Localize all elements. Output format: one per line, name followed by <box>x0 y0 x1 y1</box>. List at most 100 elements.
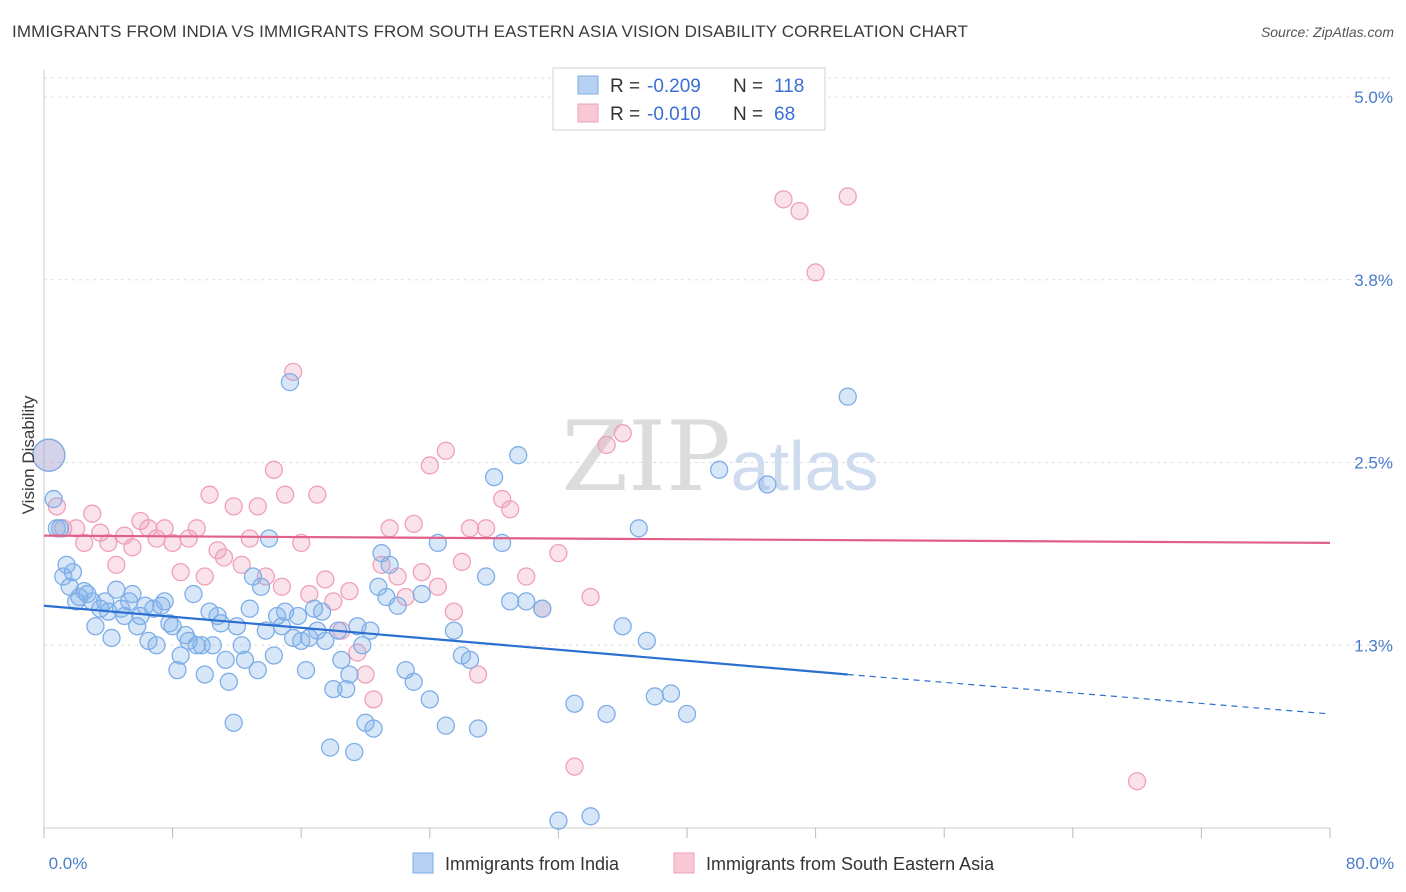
sea-point <box>806 263 825 282</box>
sea-point <box>264 460 284 479</box>
india-point <box>332 650 351 670</box>
india-point <box>484 467 504 487</box>
sea-point <box>256 567 275 586</box>
y-axis-label: Vision Disability <box>19 395 38 514</box>
india-point <box>280 372 300 392</box>
sea-point <box>790 201 809 221</box>
india-point <box>597 704 616 724</box>
india-point <box>412 584 431 604</box>
india-point <box>468 719 488 738</box>
india-point <box>128 617 147 636</box>
series-india-points <box>32 372 857 830</box>
india-point <box>517 592 536 611</box>
india-point <box>102 628 121 648</box>
india-point <box>645 687 664 706</box>
sea-point <box>444 602 464 621</box>
sea-point <box>549 543 568 563</box>
sea-point <box>214 548 234 567</box>
sea-point <box>436 441 456 460</box>
india-point <box>288 606 308 626</box>
india-point <box>86 617 105 636</box>
india-point <box>345 742 364 762</box>
india-point <box>838 387 857 406</box>
trend-line-india-extension <box>847 673 1331 715</box>
india-point <box>32 438 66 472</box>
india-point <box>123 584 142 604</box>
sea-point <box>838 187 857 206</box>
source-label: Source: ZipAtlas.com <box>1260 24 1394 40</box>
india-point <box>444 621 464 640</box>
india-point <box>613 617 632 636</box>
india-point <box>404 672 423 691</box>
india-point <box>211 614 230 633</box>
sea-point <box>75 533 94 553</box>
x-tick-label-max: 80.0% <box>1346 854 1394 873</box>
india-point <box>320 738 340 757</box>
india-point <box>549 811 568 830</box>
india-point <box>251 577 271 596</box>
india-point <box>710 460 729 479</box>
india-point <box>264 646 284 665</box>
india-point <box>501 592 520 611</box>
sea-point <box>300 584 319 604</box>
sea-point <box>356 665 375 684</box>
sea-point <box>380 519 399 538</box>
bottom-legend: Immigrants from India Immigrants from So… <box>412 852 995 874</box>
bottom-legend-swatch-india <box>412 852 434 874</box>
trend-line-sea <box>43 534 1331 545</box>
trend-line-india <box>43 604 848 676</box>
india-point <box>184 584 203 604</box>
sea-point <box>364 690 383 709</box>
india-point <box>216 650 235 670</box>
legend-n-value-india: 118 <box>774 76 804 97</box>
india-point <box>337 679 356 699</box>
india-point <box>168 660 187 680</box>
india-point <box>476 567 496 586</box>
sea-point <box>581 587 600 607</box>
sea-point <box>1127 772 1147 791</box>
india-point <box>235 650 255 670</box>
sea-point <box>412 563 431 582</box>
india-point <box>340 665 359 684</box>
sea-point <box>308 485 327 504</box>
india-point <box>565 694 584 713</box>
sea-point <box>195 567 214 586</box>
series-sea-points <box>32 187 1147 791</box>
india-point <box>353 636 372 655</box>
india-point <box>147 636 166 655</box>
sea-point <box>248 497 267 516</box>
y-tick-label: 3.8% <box>1354 271 1393 290</box>
legend-r-value-sea: -0.010 <box>647 104 701 125</box>
bottom-legend-swatch-sea <box>673 852 695 874</box>
sea-point <box>597 435 616 455</box>
india-point <box>380 555 399 574</box>
sea-point <box>224 497 243 516</box>
india-point <box>296 660 316 680</box>
y-tick-label: 1.3% <box>1354 636 1393 655</box>
india-point <box>240 599 259 618</box>
india-point <box>661 684 681 703</box>
bottom-legend-label-sea: Immigrants from South Eastern Asia <box>706 854 995 874</box>
sea-point <box>476 519 496 538</box>
bottom-legend-label-india: Immigrants from India <box>445 854 620 874</box>
india-point <box>677 704 697 724</box>
sea-point <box>404 514 423 534</box>
sea-point <box>240 529 259 548</box>
sea-point <box>428 577 447 596</box>
sea-point <box>284 362 303 382</box>
india-point <box>95 592 115 611</box>
india-point <box>420 690 439 709</box>
india-point <box>509 446 528 465</box>
india-point <box>232 636 251 655</box>
legend-r-value-india: -0.209 <box>647 76 701 97</box>
india-point <box>44 489 63 509</box>
sea-point <box>272 577 292 596</box>
india-point <box>227 617 247 636</box>
india-point <box>388 596 407 615</box>
india-point <box>364 719 383 738</box>
india-point <box>637 631 656 651</box>
india-point <box>492 533 512 553</box>
sea-point <box>468 665 488 684</box>
legend-n-label-india: N = <box>733 76 763 97</box>
